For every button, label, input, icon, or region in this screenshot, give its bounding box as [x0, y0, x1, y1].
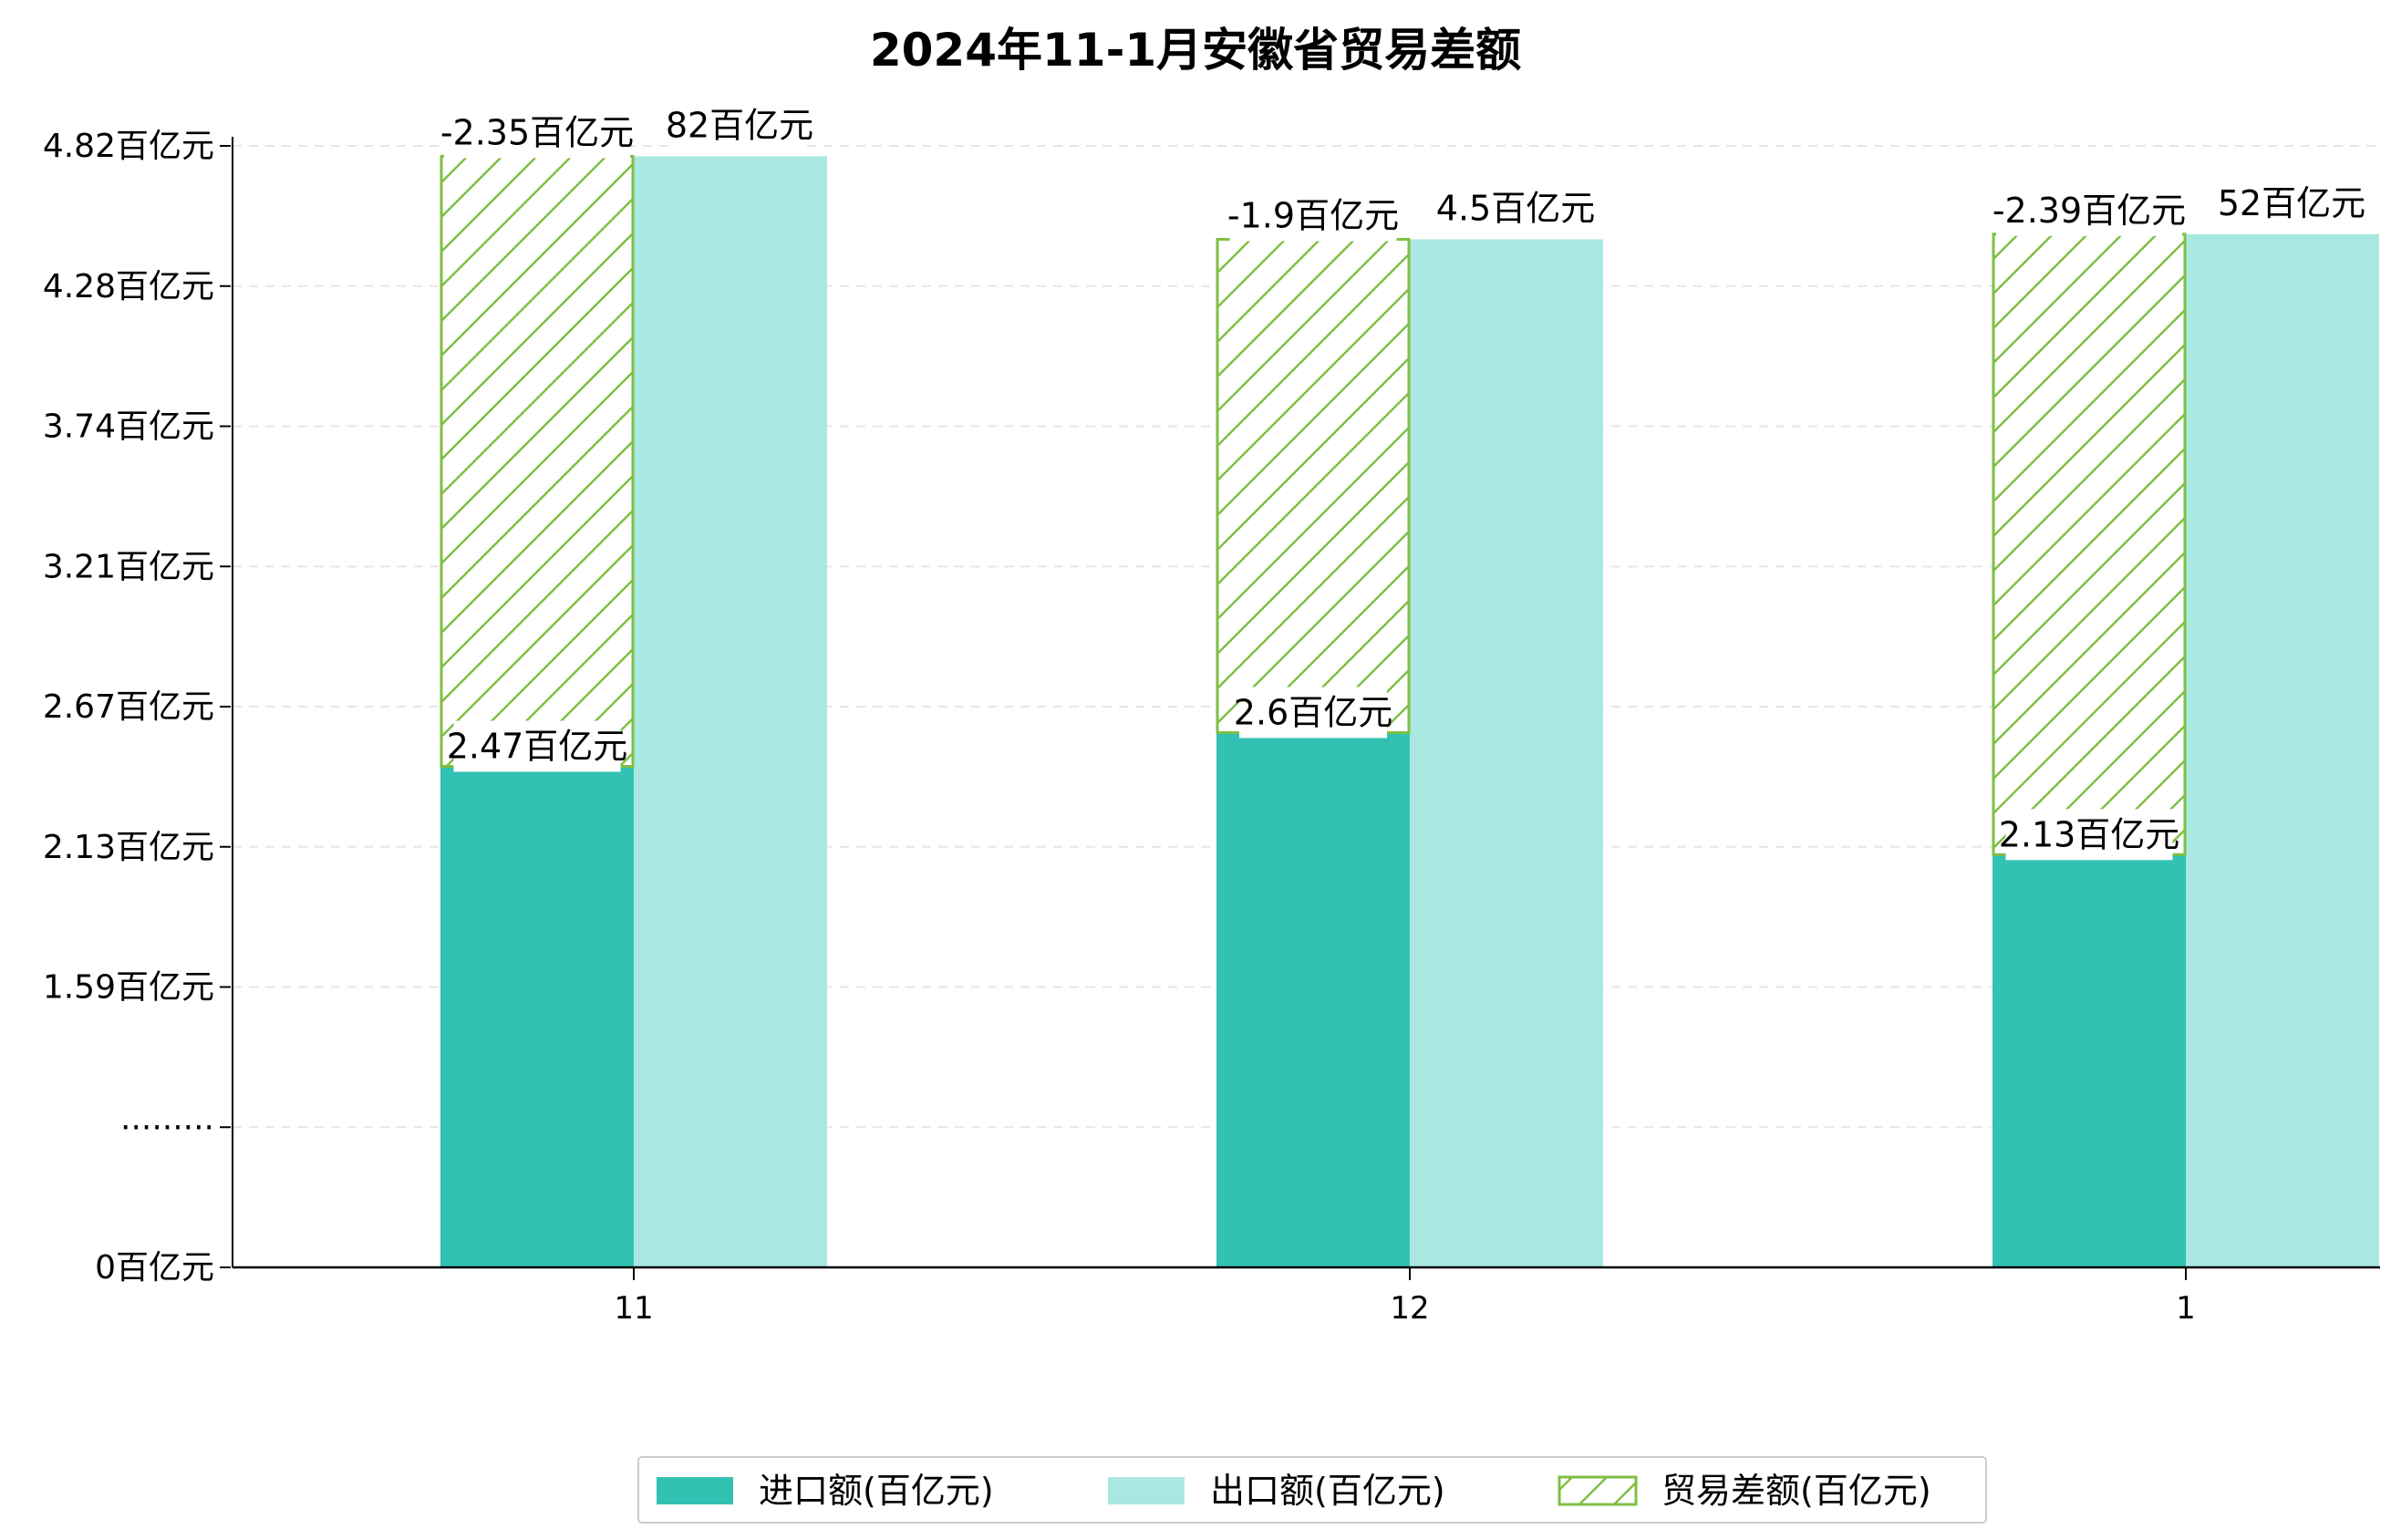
export-value-label: 4.5百亿元 — [1436, 189, 1595, 229]
export-value-label-bg — [2227, 177, 2356, 229]
export-value-label: 52百亿元 — [2218, 183, 2365, 223]
legend-swatch — [657, 1477, 733, 1504]
balance-value-label-bg — [444, 107, 630, 159]
y-tick-label: 1.59百亿元 — [43, 969, 214, 1007]
balance-value-label: -2.39百亿元 — [1992, 191, 2186, 231]
export-bar — [634, 156, 827, 1267]
balance-value-label: -2.35百亿元 — [440, 112, 634, 152]
y-tick-label: 0百亿元 — [95, 1249, 214, 1287]
export-bar — [2186, 233, 2379, 1267]
balance-value-label: -1.9百亿元 — [1227, 196, 1399, 236]
chart-title: 2024年11-1月安徽省贸易差额 — [870, 24, 1521, 77]
y-tick-label: 2.13百亿元 — [43, 829, 214, 866]
balance-bar — [440, 154, 635, 768]
balance-bar — [1216, 238, 1411, 734]
data-labels: 2.47百亿元 -2.35百亿元 82百亿元 2.6百亿元 -1.9百亿元 4.5百亿元 2… — [440, 99, 2365, 861]
legend-box — [637, 1456, 1987, 1524]
axes: 0百亿元 ········· 1.59百亿元 2.13百亿元 2.67百亿元 3.21百亿… — [43, 128, 2380, 1327]
legend: 进口额(百亿元) 出口额(百亿元) 贸易差额(百亿元) — [637, 1456, 1987, 1524]
export-bar — [1410, 239, 1603, 1267]
import-bar — [1216, 732, 1410, 1267]
balance-value-label-bg — [1229, 190, 1397, 242]
legend-label: 贸易差额(百亿元) — [1661, 1471, 1931, 1511]
import-value-label-bg — [453, 720, 621, 772]
import-value-label-bg — [1239, 687, 1387, 739]
y-tick-label: 2.67百亿元 — [43, 688, 214, 726]
import-bar — [1992, 854, 2186, 1267]
import-bar — [440, 766, 634, 1267]
export-value-label-bg — [675, 99, 804, 151]
y-tick-label: 3.21百亿元 — [43, 548, 214, 585]
x-tick-label: 12 — [1390, 1290, 1429, 1327]
legend-swatch — [1558, 1475, 1638, 1506]
export-value-label: 82百亿元 — [666, 105, 813, 145]
x-tick-label: 11 — [614, 1290, 653, 1327]
legend-label: 进口额(百亿元) — [759, 1471, 994, 1511]
balance-bar — [1992, 233, 2187, 856]
y-tick-label: ········· — [120, 1109, 214, 1146]
legend-swatch — [1108, 1477, 1185, 1504]
balance-value-label-bg — [1996, 184, 2182, 236]
y-tick-label: 4.82百亿元 — [43, 128, 214, 165]
y-tick-label: 4.28百亿元 — [43, 268, 214, 305]
import-value-label: 2.6百亿元 — [1234, 692, 1392, 732]
export-value-label-bg — [1442, 182, 1589, 234]
legend-label: 出口额(百亿元) — [1210, 1471, 1445, 1511]
x-tick-label: 1 — [2176, 1290, 2196, 1327]
import-value-label-bg — [2005, 809, 2173, 861]
bars — [440, 154, 2379, 1267]
import-value-label: 2.47百亿元 — [447, 726, 628, 766]
import-value-label: 2.13百亿元 — [1999, 814, 2180, 854]
y-tick-label: 3.74百亿元 — [43, 408, 214, 446]
